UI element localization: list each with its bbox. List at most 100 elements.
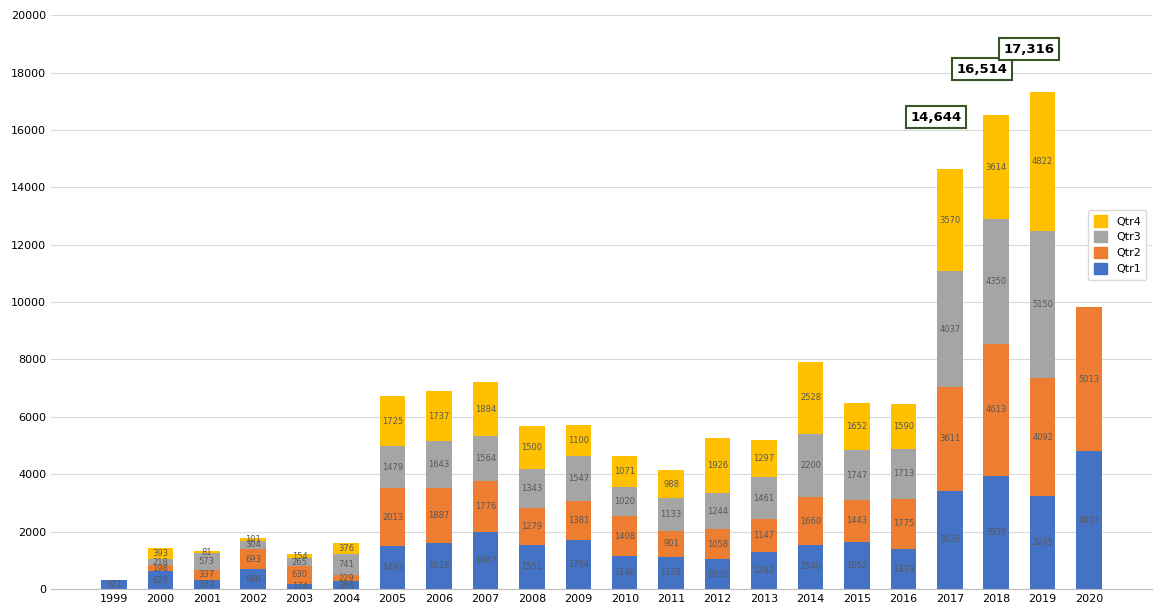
Text: 1737: 1737	[428, 412, 450, 421]
Bar	[612, 486, 637, 516]
Text: 332: 332	[199, 580, 215, 589]
Bar	[844, 450, 870, 500]
Bar	[519, 426, 544, 469]
Bar	[1030, 92, 1055, 231]
Text: 1128: 1128	[661, 568, 682, 577]
Bar	[658, 498, 684, 531]
Text: 4822: 4822	[1032, 157, 1054, 166]
Bar	[519, 508, 544, 544]
Bar	[565, 501, 591, 540]
Bar	[984, 476, 1009, 589]
Bar	[705, 560, 730, 589]
Text: 741: 741	[338, 560, 354, 569]
Bar	[380, 546, 405, 589]
Bar	[891, 403, 916, 450]
Text: 573: 573	[199, 557, 215, 566]
Text: 3426: 3426	[940, 536, 961, 544]
Bar	[426, 488, 451, 542]
Text: 1652: 1652	[847, 561, 868, 570]
Bar	[1030, 378, 1055, 496]
Text: 1461: 1461	[754, 494, 775, 503]
Text: 1147: 1147	[754, 531, 775, 541]
Text: 1540: 1540	[800, 563, 821, 571]
Bar	[751, 477, 777, 519]
Text: 1776: 1776	[475, 502, 497, 511]
Bar	[148, 565, 173, 571]
Text: 2200: 2200	[800, 461, 821, 470]
Text: 17,316: 17,316	[1004, 43, 1054, 56]
Text: 393: 393	[152, 549, 169, 558]
Text: 4613: 4613	[985, 405, 1007, 415]
Text: 198: 198	[152, 563, 169, 573]
Bar	[241, 549, 266, 569]
Text: 16,514: 16,514	[957, 63, 1008, 76]
Text: 1725: 1725	[381, 417, 404, 426]
Bar	[287, 566, 313, 584]
Bar	[380, 446, 405, 488]
Text: 1926: 1926	[707, 461, 728, 470]
Text: 1551: 1551	[521, 562, 542, 571]
Bar	[101, 580, 127, 589]
Bar	[798, 545, 823, 589]
Bar	[380, 397, 405, 446]
Bar	[612, 516, 637, 557]
Text: 1590: 1590	[893, 422, 914, 431]
Bar	[1076, 451, 1101, 589]
Bar	[334, 581, 359, 589]
Text: 1884: 1884	[475, 405, 497, 414]
Bar	[798, 362, 823, 434]
Text: 1652: 1652	[847, 422, 868, 431]
Bar	[194, 579, 220, 589]
Text: 174: 174	[292, 582, 307, 591]
Text: 5013: 5013	[1078, 375, 1100, 384]
Bar	[705, 529, 730, 560]
Text: 901: 901	[663, 539, 679, 548]
Text: 4092: 4092	[1032, 433, 1054, 442]
Bar	[472, 532, 498, 589]
Text: 1713: 1713	[893, 469, 914, 478]
Bar	[148, 548, 173, 559]
Bar	[751, 440, 777, 477]
Bar	[426, 442, 451, 488]
Bar	[334, 543, 359, 554]
Bar	[658, 557, 684, 589]
Bar	[241, 538, 266, 541]
Bar	[194, 554, 220, 570]
Bar	[984, 115, 1009, 219]
Text: 304: 304	[245, 541, 262, 549]
Bar	[798, 434, 823, 497]
Text: 2013: 2013	[381, 513, 404, 522]
Text: 14,644: 14,644	[911, 111, 962, 124]
Legend: Qtr4, Qtr3, Qtr2, Qtr1: Qtr4, Qtr3, Qtr2, Qtr1	[1089, 210, 1147, 280]
Bar	[194, 570, 220, 579]
Text: 1297: 1297	[754, 454, 775, 463]
Text: 629: 629	[152, 576, 169, 584]
Text: 1140: 1140	[614, 568, 635, 577]
Text: 3935: 3935	[985, 528, 1007, 537]
Bar	[891, 450, 916, 499]
Text: 1020: 1020	[614, 497, 635, 506]
Bar	[844, 403, 870, 450]
Bar	[241, 541, 266, 549]
Text: 1443: 1443	[847, 517, 868, 525]
Bar	[287, 558, 313, 566]
Text: 1408: 1408	[614, 531, 635, 541]
Text: 1660: 1660	[800, 517, 821, 526]
Bar	[612, 456, 637, 486]
Text: 1547: 1547	[568, 474, 588, 483]
Bar	[937, 271, 963, 387]
Bar	[380, 488, 405, 546]
Bar	[426, 392, 451, 442]
Text: 266: 266	[338, 581, 354, 590]
Bar	[705, 438, 730, 493]
Text: 1379: 1379	[893, 565, 914, 574]
Text: 3245: 3245	[1032, 538, 1054, 547]
Bar	[519, 469, 544, 508]
Text: 693: 693	[245, 555, 262, 564]
Bar	[472, 382, 498, 436]
Bar	[565, 456, 591, 501]
Text: 2528: 2528	[800, 394, 821, 402]
Bar	[241, 569, 266, 589]
Bar	[891, 549, 916, 589]
Bar	[1030, 231, 1055, 378]
